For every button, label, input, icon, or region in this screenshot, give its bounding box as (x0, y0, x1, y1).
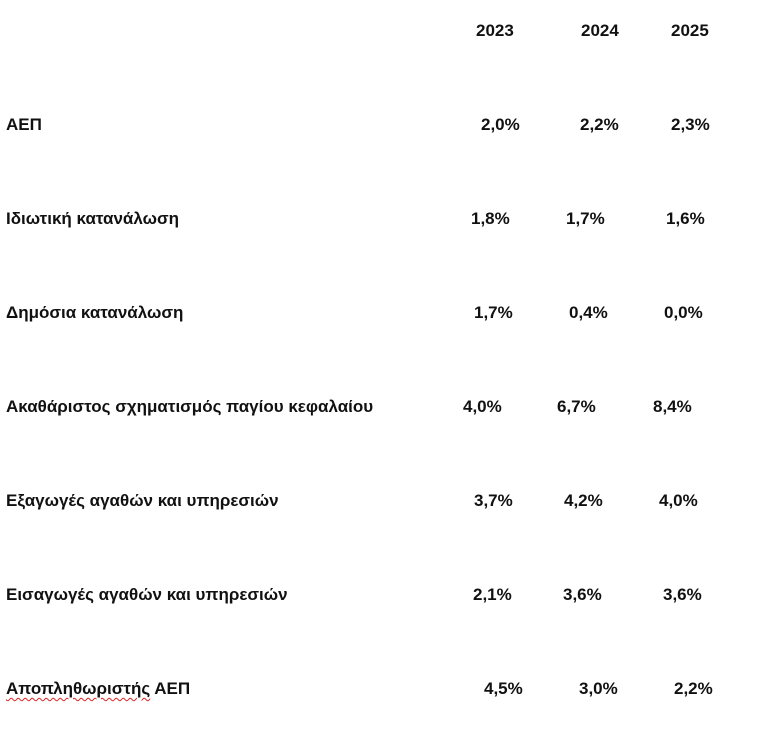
row-value: 2,1% (473, 585, 512, 605)
spellcheck-word: Αποπληθωριστής (6, 679, 150, 698)
row-label-gdp-deflator: Αποπληθωριστής ΑΕΠ (6, 679, 190, 699)
row-value: 3,7% (474, 491, 513, 511)
row-value: 3,6% (563, 585, 602, 605)
row-value: 4,2% (564, 491, 603, 511)
row-value: 4,0% (463, 397, 502, 417)
row-value: 3,0% (579, 679, 618, 699)
row-value: 1,7% (566, 209, 605, 229)
row-label-private-consumption: Ιδιωτική κατανάλωση (6, 209, 179, 229)
row-label-rest: ΑΕΠ (150, 679, 190, 698)
row-value: 8,4% (653, 397, 692, 417)
row-value: 2,2% (580, 115, 619, 135)
row-value: 0,0% (664, 303, 703, 323)
year-header-2024: 2024 (581, 21, 619, 41)
row-value: 1,7% (474, 303, 513, 323)
row-value: 1,8% (471, 209, 510, 229)
row-value: 4,0% (659, 491, 698, 511)
row-value: 4,5% (484, 679, 523, 699)
row-value: 0,4% (569, 303, 608, 323)
row-value: 3,6% (663, 585, 702, 605)
row-value: 2,3% (671, 115, 710, 135)
row-value: 6,7% (557, 397, 596, 417)
row-label-imports: Εισαγωγές αγαθών και υπηρεσιών (6, 585, 288, 605)
row-label-exports: Εξαγωγές αγαθών και υπηρεσιών (6, 491, 279, 511)
row-value: 1,6% (666, 209, 705, 229)
row-value: 2,2% (674, 679, 713, 699)
row-label-gdp: ΑΕΠ (6, 115, 42, 135)
row-label-public-consumption: Δημόσια κατανάλωση (6, 303, 183, 323)
row-label-gross-fixed-capital-formation: Ακαθάριστος σχηματισμός παγίου κεφαλαίου (6, 397, 373, 417)
year-header-2023: 2023 (476, 21, 514, 41)
year-header-2025: 2025 (671, 21, 709, 41)
row-value: 2,0% (481, 115, 520, 135)
